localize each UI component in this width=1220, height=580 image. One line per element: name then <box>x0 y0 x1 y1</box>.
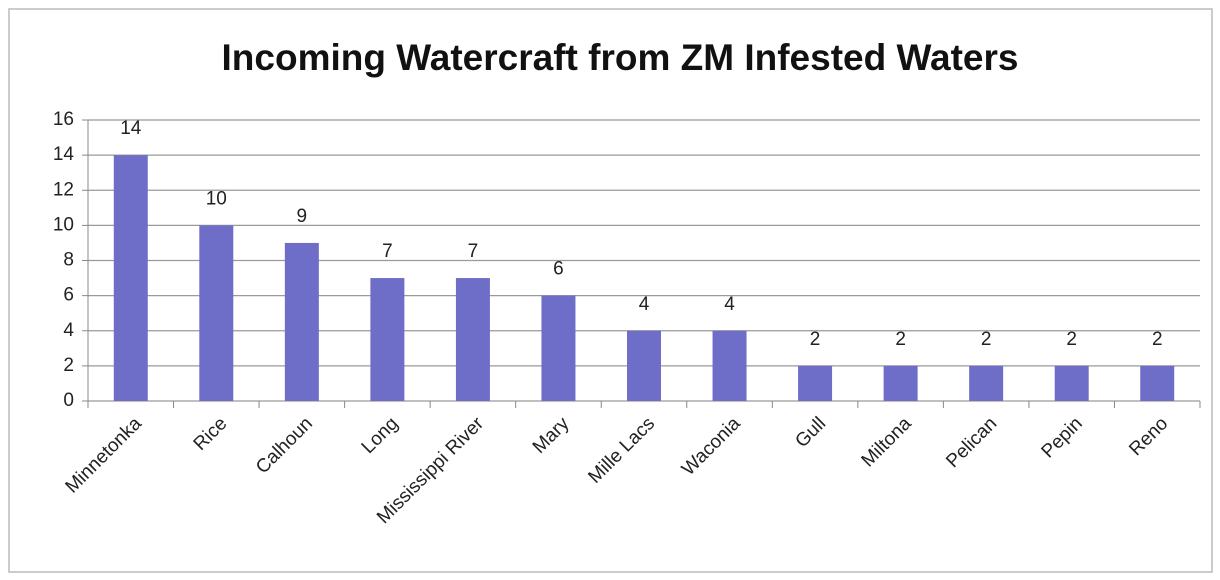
bar <box>1140 365 1175 401</box>
data-label: 2 <box>1152 329 1163 350</box>
y-tick-label: 6 <box>63 285 74 306</box>
data-label: 7 <box>382 241 393 262</box>
chart-title: Incoming Watercraft from ZM Infested Wat… <box>222 37 1019 78</box>
bar <box>370 278 405 401</box>
bar <box>1054 365 1089 401</box>
data-label: 14 <box>120 118 142 139</box>
y-tick-label: 0 <box>63 390 74 411</box>
chart-frame <box>8 8 1213 573</box>
data-label: 9 <box>297 206 308 227</box>
bar <box>627 330 661 401</box>
data-label: 4 <box>639 294 650 315</box>
y-tick-label: 16 <box>53 109 74 130</box>
bar <box>284 242 319 401</box>
bar <box>199 225 234 401</box>
y-tick-label: 12 <box>53 179 74 200</box>
data-label: 10 <box>206 188 227 209</box>
bar <box>113 155 148 401</box>
data-label: 2 <box>810 329 821 350</box>
bar <box>969 365 1004 401</box>
y-tick-label: 14 <box>53 144 75 165</box>
data-label: 2 <box>1066 329 1077 350</box>
data-label: 4 <box>724 294 735 315</box>
bar <box>455 278 490 401</box>
y-tick-label: 2 <box>63 355 74 376</box>
data-label: 6 <box>553 259 564 280</box>
y-tick-label: 8 <box>63 250 74 271</box>
y-tick-label: 4 <box>63 320 74 341</box>
bar <box>541 295 576 401</box>
bar <box>883 365 918 401</box>
y-tick-label: 10 <box>53 214 74 235</box>
data-label: 2 <box>981 329 992 350</box>
bar <box>712 330 747 401</box>
data-label: 2 <box>895 329 906 350</box>
bar <box>798 365 833 401</box>
data-label: 7 <box>468 241 479 262</box>
